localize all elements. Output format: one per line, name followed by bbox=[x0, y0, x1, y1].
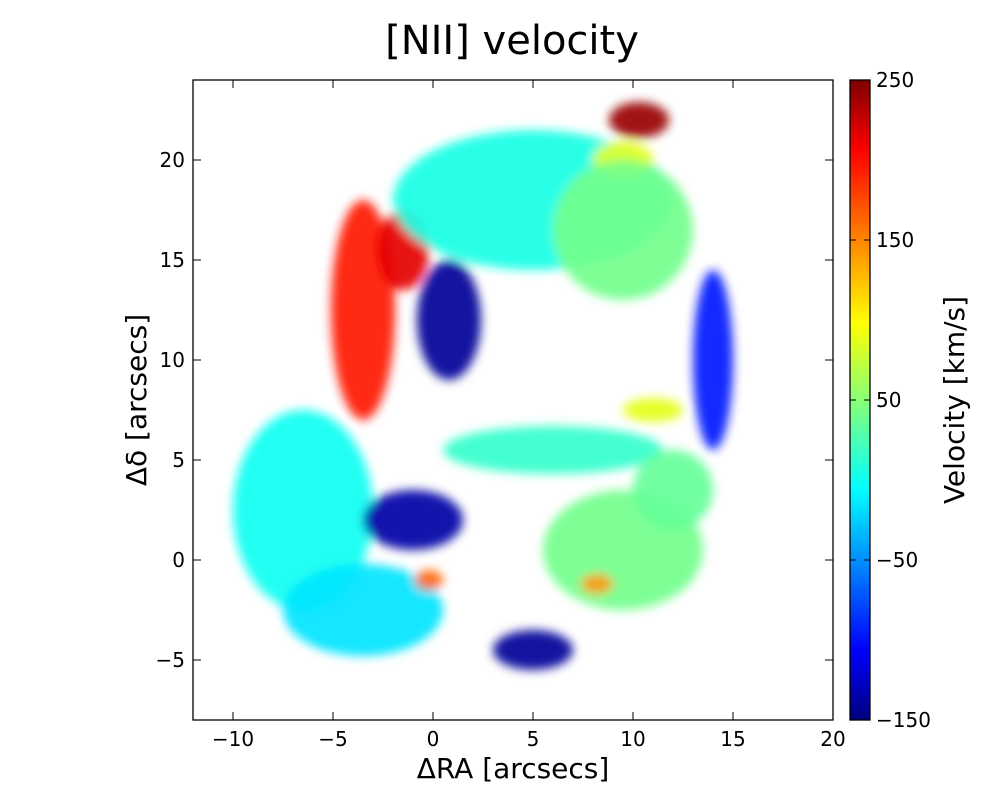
x-tick-label: −5 bbox=[318, 727, 347, 751]
region-south-blue-knot bbox=[493, 630, 573, 670]
y-tick-label: 15 bbox=[160, 248, 185, 272]
y-tick-label: 10 bbox=[160, 348, 185, 372]
colorbar-tick-label: 150 bbox=[876, 228, 914, 252]
region-east-green-knot bbox=[633, 450, 713, 530]
x-tick-label: 20 bbox=[820, 727, 845, 751]
colorbar-tick-label: −150 bbox=[876, 708, 931, 732]
region-central-blue-knot bbox=[363, 490, 463, 550]
region-north-red-knot bbox=[609, 102, 669, 138]
region-orange-knot bbox=[415, 570, 443, 590]
region-middle-bridge bbox=[443, 426, 663, 474]
region-south-east-yellow-knot bbox=[581, 574, 613, 594]
x-tick-label: 5 bbox=[527, 727, 540, 751]
y-tick-label: 0 bbox=[172, 548, 185, 572]
colorbar-ticks: −150 −50 50 150 250 bbox=[850, 68, 931, 732]
plot-frame bbox=[192, 79, 834, 721]
region-east-blue-rim bbox=[693, 270, 733, 450]
region-bridge-yellow-knot bbox=[623, 398, 683, 422]
colorbar-tick-label: −50 bbox=[876, 548, 918, 572]
colorbar-tick-label: 250 bbox=[876, 68, 914, 92]
x-tick-label: 15 bbox=[720, 727, 745, 751]
chart-title: [NII] velocity bbox=[385, 18, 639, 64]
y-tick-label: 20 bbox=[160, 148, 185, 172]
region-west-cyan-lobe bbox=[233, 410, 373, 610]
y-axis-label: Δδ [arcsecs] bbox=[120, 314, 153, 486]
x-tick-label: −10 bbox=[212, 727, 254, 751]
y-tick-label: −5 bbox=[156, 648, 185, 672]
region-east-green-blob bbox=[553, 160, 693, 300]
x-axis: −10 −5 0 5 10 15 20 bbox=[212, 80, 846, 751]
region-north-blue-filament bbox=[417, 260, 481, 380]
x-axis-label: ΔRA [arcsecs] bbox=[417, 752, 610, 785]
y-tick-label: 5 bbox=[172, 448, 185, 472]
x-tick-label: 0 bbox=[427, 727, 440, 751]
y-axis: −5 0 5 10 15 20 bbox=[156, 148, 833, 672]
x-tick-label: 10 bbox=[620, 727, 645, 751]
region-south-west-cyan bbox=[283, 564, 443, 656]
velocity-map bbox=[233, 102, 733, 670]
plot-area bbox=[193, 80, 833, 720]
colorbar-label: Velocity [km/s] bbox=[938, 296, 971, 504]
colorbar-tick-label: 50 bbox=[876, 388, 901, 412]
